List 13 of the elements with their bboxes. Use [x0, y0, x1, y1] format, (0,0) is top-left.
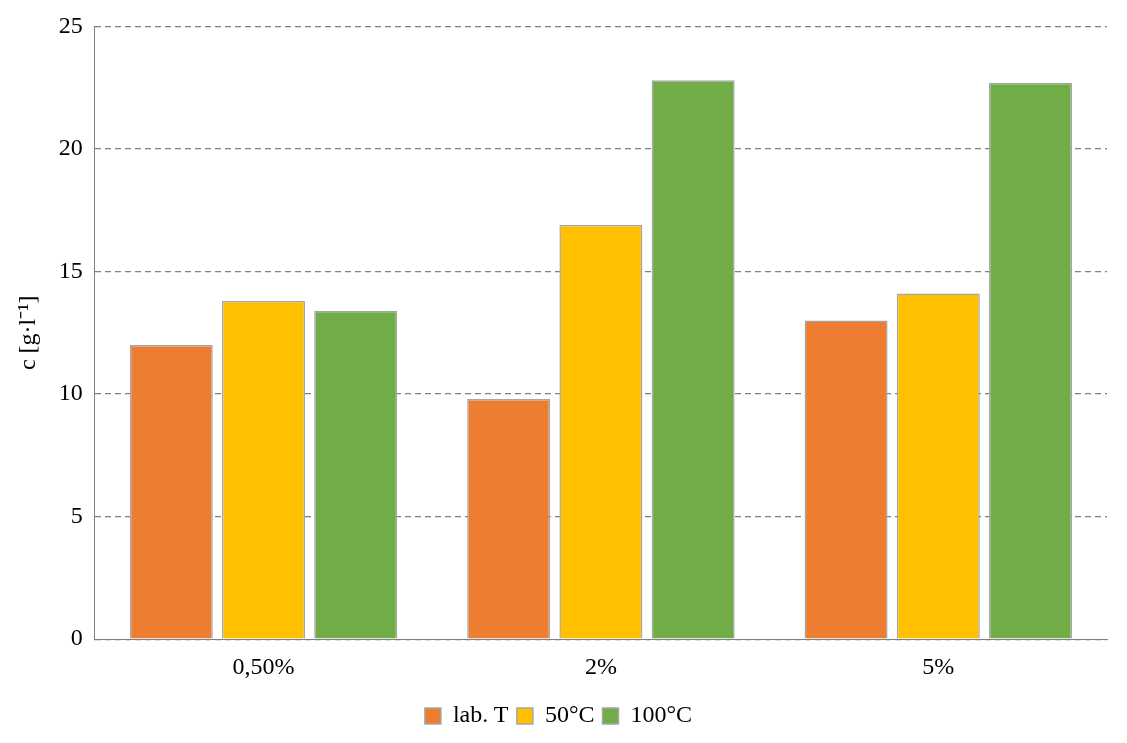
y-tick-label: 0: [70, 624, 83, 651]
x-tick-label: 2%: [584, 652, 617, 679]
x-tick-label: 5%: [922, 652, 955, 679]
y-tick-label: 10: [58, 379, 83, 406]
y-tick-label: 20: [58, 134, 83, 161]
y-tick-label: 25: [58, 11, 83, 38]
legend-label: lab. T: [452, 701, 509, 728]
y-tick-label: 15: [58, 256, 83, 283]
y-axis-title: c [g·l⁻¹]: [13, 295, 40, 371]
legend-label: 50°C: [544, 701, 595, 728]
x-tick-label: 0,50%: [232, 652, 295, 679]
legend-label: 100°C: [630, 701, 693, 728]
y-tick-label: 5: [70, 501, 83, 528]
